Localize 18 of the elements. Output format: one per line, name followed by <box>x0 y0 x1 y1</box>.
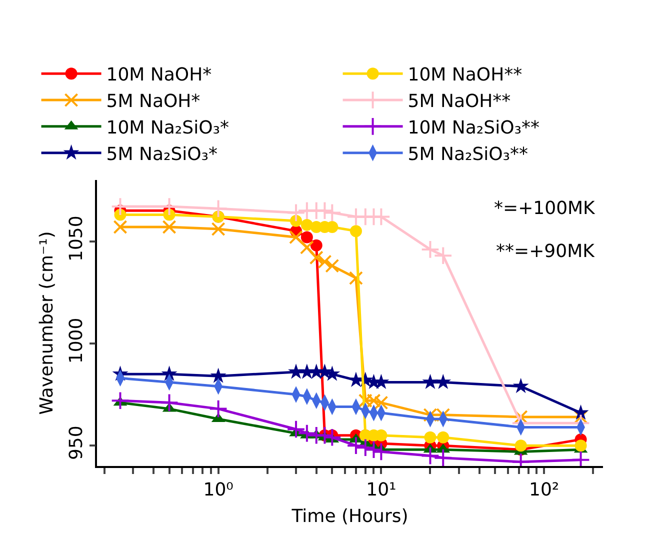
legend-label: 5M NaOH* <box>106 91 200 112</box>
legend-label: 10M NaOH* <box>106 64 212 86</box>
y-tick-label: 950 <box>66 426 88 460</box>
x-axis-title: Time (Hours) <box>290 506 408 527</box>
legend-label: 5M Na₂SiO₃* <box>106 144 218 165</box>
annotation: **=+90MK <box>496 241 596 262</box>
legend-label: 5M NaOH** <box>408 91 511 112</box>
y-axis-title: Wavenumber (cm⁻¹) <box>36 231 58 415</box>
legend-label: 5M Na₂SiO₃** <box>408 144 528 165</box>
x-tick-label: 10² <box>529 479 560 500</box>
x-tick-label: 10⁰ <box>203 479 234 500</box>
legend-label: 10M Na₂SiO₃* <box>106 117 229 138</box>
y-tick-label: 1050 <box>66 216 88 262</box>
legend-label: 10M NaOH** <box>408 64 522 86</box>
y-tick-label: 1000 <box>66 318 88 364</box>
annotation: *=+100MK <box>494 198 596 219</box>
x-tick-label: 10¹ <box>366 479 396 500</box>
legend-label: 10M Na₂SiO₃** <box>408 117 540 138</box>
